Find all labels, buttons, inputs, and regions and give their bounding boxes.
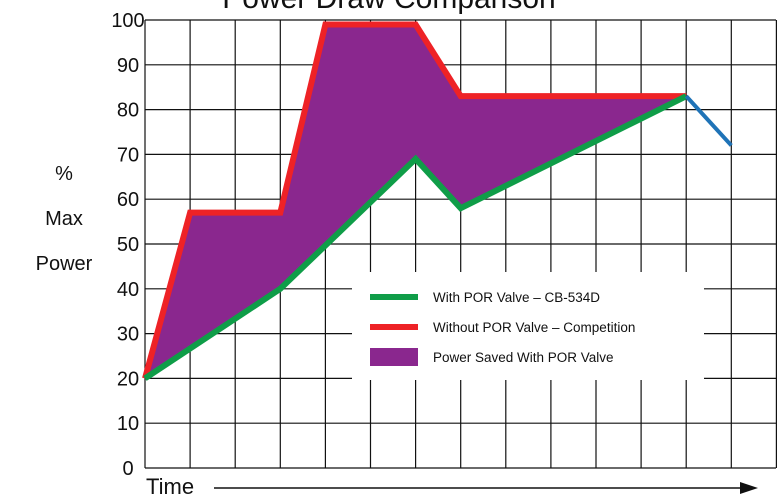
y-axis-label-line-1: % (55, 163, 73, 185)
time-arrow-head (740, 482, 758, 494)
y-tick-label: 10 (117, 413, 139, 435)
y-axis-label-line-2: Max (45, 208, 83, 230)
legend-label: With POR Valve – CB-534D (433, 290, 600, 305)
x-axis-label: Time (146, 474, 195, 499)
y-tick-label: 80 (117, 100, 139, 122)
without-por-valve-line (142, 21, 687, 380)
y-tick-label: 50 (117, 234, 139, 256)
legend-label: Without POR Valve – Competition (433, 320, 635, 335)
y-tick-label: 0 (122, 458, 133, 480)
power-saved-area (145, 24, 687, 379)
with-por-valve-line (143, 93, 688, 381)
y-tick-label: 20 (117, 368, 139, 390)
y-tick-label: 60 (117, 189, 139, 211)
decline-line (684, 94, 733, 147)
y-tick-label: 90 (117, 55, 139, 77)
y-axis-label-line-3: Power (35, 253, 93, 275)
y-tick-label: 70 (117, 144, 139, 166)
y-tick-label: 100 (111, 10, 144, 32)
chart-title: Power Draw Comparison (0, 0, 778, 16)
y-tick-label: 30 (117, 324, 139, 346)
y-tick-label: 40 (117, 279, 139, 301)
legend-label: Power Saved With POR Valve (433, 350, 614, 365)
legend-swatch-area (370, 348, 418, 366)
